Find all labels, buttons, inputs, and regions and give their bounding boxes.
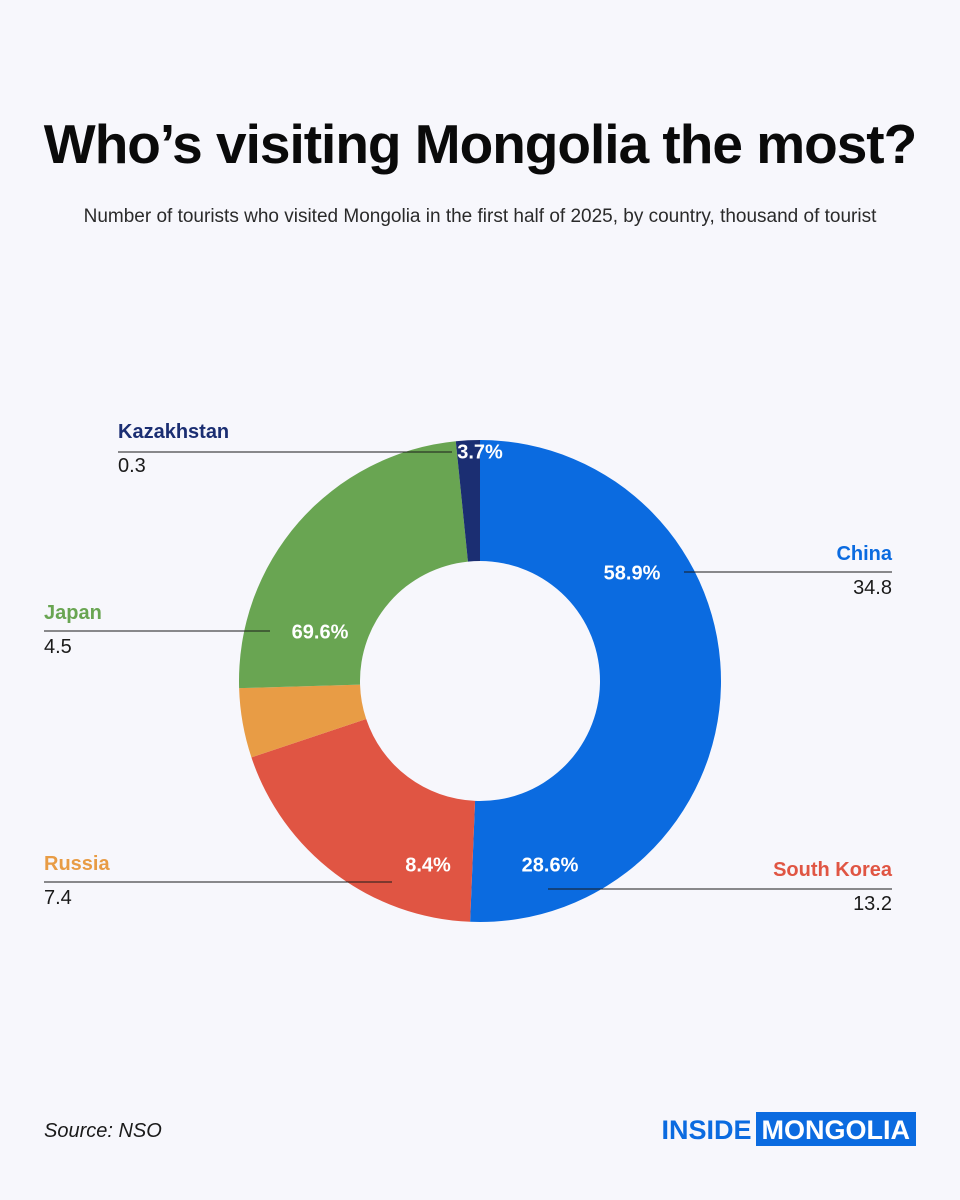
legend-name-japan: Japan (44, 602, 102, 624)
legend-name-china: China (836, 543, 892, 565)
pct-label-south-korea: 28.6% (522, 854, 579, 876)
legend-name-russia: Russia (44, 853, 110, 875)
legend-value-russia: 7.4 (44, 887, 72, 909)
legend-value-south-korea: 13.2 (853, 893, 892, 915)
source-note: Source: NSO (44, 1120, 162, 1142)
legend-value-kazakhstan: 0.3 (118, 455, 146, 477)
chart-title: Who’s visiting Mongolia the most? (43, 113, 917, 175)
logo-part-inside: INSIDE (661, 1115, 752, 1145)
slice-russia (239, 684, 367, 758)
pct-label-russia: 8.4% (405, 854, 451, 876)
legend-value-china: 34.8 (853, 577, 892, 599)
legend-name-kazakhstan: Kazakhstan (118, 421, 229, 443)
slice-japan (239, 441, 468, 689)
slice-kazakhstan (455, 440, 480, 562)
legend-value-japan: 4.5 (44, 636, 72, 658)
inside-mongolia-logo: INSIDE MONGOLIA (661, 1112, 916, 1146)
legend-name-south-korea: South Korea (773, 859, 893, 881)
slice-south-korea (251, 719, 476, 922)
pct-label-kazakhstan: 3.7% (457, 441, 503, 463)
slice-china (470, 440, 722, 922)
logo-part-mongolia: MONGOLIA (755, 1112, 916, 1146)
pct-label-japan: 69.6% (292, 621, 349, 643)
chart-subtitle: Number of tourists who visited Mongolia … (83, 206, 877, 227)
pct-label-china: 58.9% (604, 562, 661, 584)
